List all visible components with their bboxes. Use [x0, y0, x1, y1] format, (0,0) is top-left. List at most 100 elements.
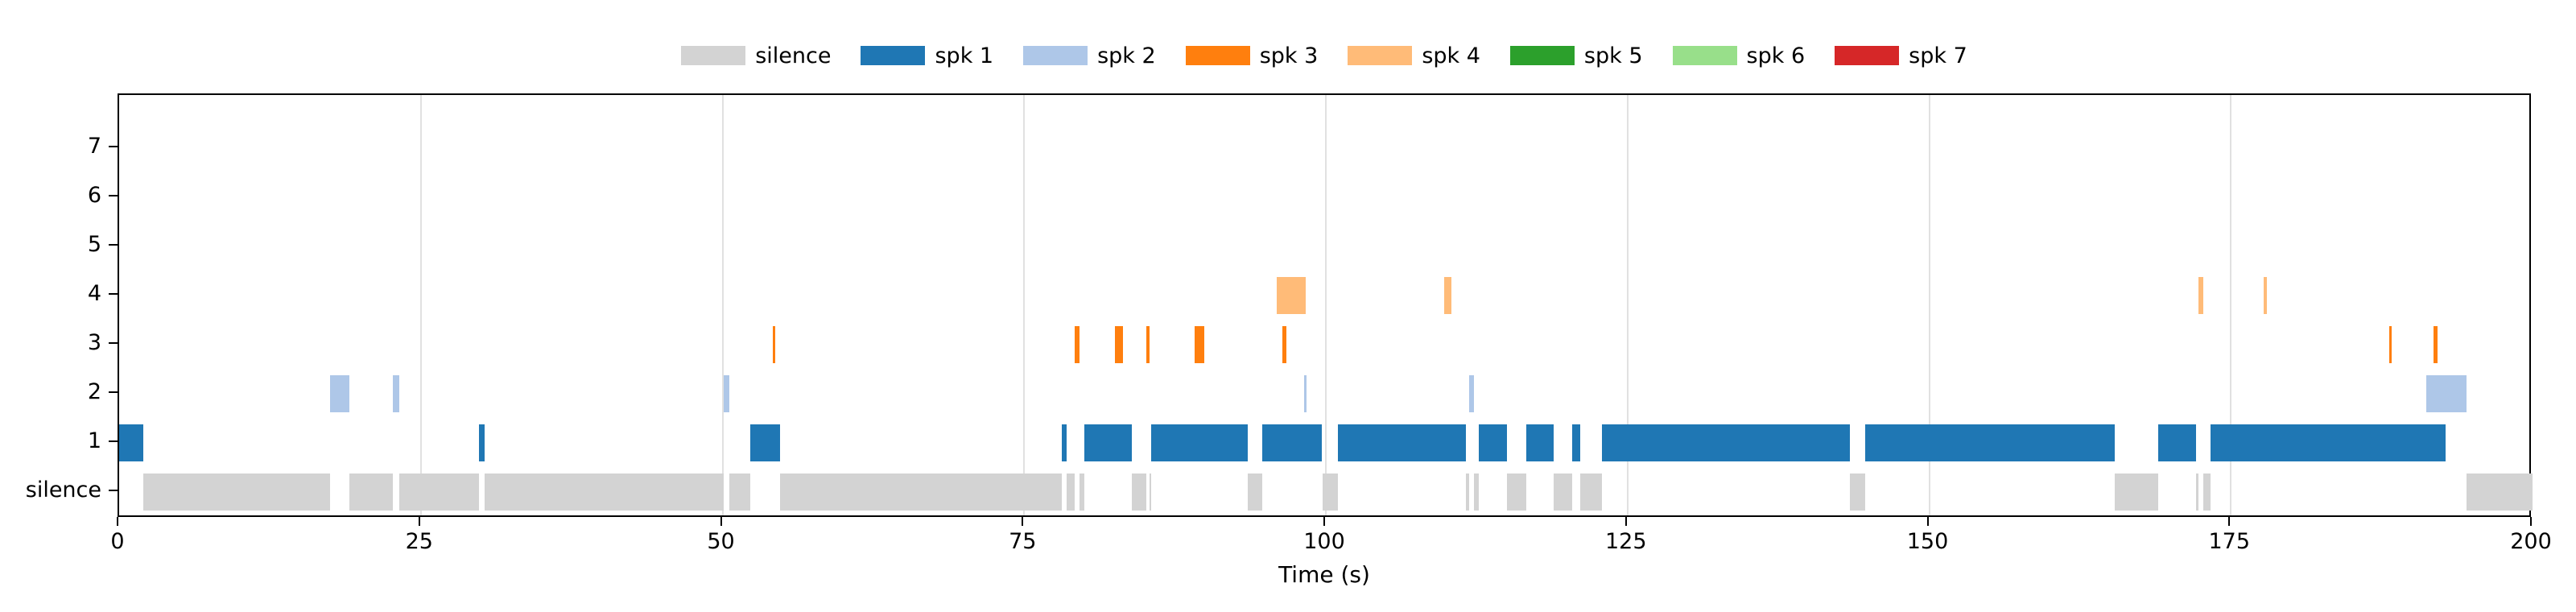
legend-entry: spk 7	[1835, 45, 1967, 67]
gridline	[1023, 95, 1026, 515]
legend-color-swatch	[1835, 46, 1900, 65]
segment-bar-spk-3	[1194, 326, 1204, 363]
segment-bar-silence	[1465, 473, 1470, 511]
segment-bar-spk-3	[1146, 326, 1150, 363]
x-axis-tick-label: 150	[1906, 529, 1949, 554]
segment-bar-spk-3	[1075, 326, 1080, 363]
x-axis-tick-label: 0	[110, 529, 125, 554]
y-axis-tick	[109, 244, 118, 246]
segment-bar-spk-1	[1865, 424, 2116, 461]
x-axis-tick-label: 50	[707, 529, 735, 554]
x-axis-tick	[117, 517, 118, 526]
legend-entry-label: spk 3	[1259, 43, 1319, 68]
x-axis-tick	[418, 517, 420, 526]
gridline	[1626, 95, 1629, 515]
segment-bar-spk-1	[1479, 424, 1507, 461]
segment-bar-silence	[1506, 473, 1526, 511]
segment-bar-silence	[1080, 473, 1085, 511]
segment-bar-silence	[729, 473, 750, 511]
segment-bar-spk-2	[1304, 375, 1307, 412]
legend-entry: silence	[681, 45, 831, 67]
segment-bar-silence	[1474, 473, 1480, 511]
segment-bar-silence	[2466, 473, 2533, 511]
segment-bar-spk-4	[1443, 277, 1451, 314]
segment-bar-silence	[2195, 473, 2198, 511]
legend-entry-label: spk 4	[1422, 43, 1480, 68]
segment-bar-spk-4	[2263, 277, 2268, 314]
x-axis-tick	[1022, 517, 1024, 526]
y-axis-tick	[109, 440, 118, 442]
segment-bar-silence	[1131, 473, 1146, 511]
segment-bar-spk-3	[1114, 326, 1124, 363]
segment-bar-silence	[1580, 473, 1603, 511]
legend: silence spk 1 spk 2 spk 3 spk 4 spk 5 spk 6 spk…	[118, 35, 2531, 76]
x-axis-tick-label: 175	[2208, 529, 2251, 554]
segment-bar-silence	[1247, 473, 1262, 511]
segment-bar-silence	[1150, 473, 1152, 511]
segment-bar-spk-1	[2158, 424, 2196, 461]
segment-bar-spk-2	[393, 375, 399, 412]
x-axis-tick	[1926, 517, 1929, 526]
x-axis-tick	[2530, 517, 2532, 526]
gridline	[1325, 95, 1327, 515]
y-axis-tick	[109, 342, 118, 344]
y-axis-tick-label: 2	[87, 379, 101, 404]
segment-bar-silence	[485, 473, 724, 511]
x-axis-tick-label: 100	[1303, 529, 1345, 554]
segment-bar-spk-1	[1337, 424, 1466, 461]
segment-bar-silence	[2202, 473, 2211, 511]
segment-bar-spk-1	[1571, 424, 1581, 461]
segment-bar-silence	[2115, 473, 2159, 511]
segment-bar-spk-1	[749, 424, 781, 461]
y-axis-tick	[109, 490, 118, 491]
y-axis-tick-label: silence	[25, 478, 101, 502]
segment-bar-spk-2	[723, 375, 730, 412]
segment-bar-silence	[398, 473, 479, 511]
segment-bar-silence	[1322, 473, 1338, 511]
segment-bar-spk-3	[2388, 326, 2392, 363]
legend-entry-label: silence	[755, 43, 832, 68]
segment-bar-spk-2	[330, 375, 350, 412]
legend-entry: spk 5	[1509, 45, 1643, 67]
x-axis-tick-label: 25	[405, 529, 433, 554]
segment-bar-silence	[349, 473, 394, 511]
legend-color-swatch	[1185, 46, 1250, 65]
y-axis-tick	[109, 391, 118, 393]
legend-color-swatch	[1023, 46, 1088, 65]
y-axis-tick	[109, 146, 118, 147]
x-axis-tick	[1624, 517, 1627, 526]
segment-bar-silence	[780, 473, 1062, 511]
x-axis-tick-label: 125	[1604, 529, 1647, 554]
legend-entry-label: spk 6	[1746, 43, 1806, 68]
segment-bar-spk-1	[1602, 424, 1850, 461]
segment-bar-spk-3	[1282, 326, 1286, 363]
legend-entry: spk 4	[1348, 45, 1480, 67]
segment-bar-silence	[1066, 473, 1075, 511]
segment-bar-spk-1	[119, 424, 143, 461]
y-axis-tick-label: 4	[87, 281, 101, 306]
y-axis-tick	[109, 195, 118, 196]
x-axis-tick	[720, 517, 722, 526]
gridline	[1928, 95, 1930, 515]
y-axis-tick-label: 3	[87, 330, 101, 355]
y-axis-tick	[109, 293, 118, 295]
segment-bar-silence	[142, 473, 331, 511]
legend-entry-label: spk 1	[935, 43, 994, 68]
y-axis-tick-label: 7	[87, 134, 101, 159]
legend-entry-label: spk 7	[1909, 43, 1967, 68]
segment-bar-spk-2	[2426, 375, 2467, 412]
y-axis-tick-label: 1	[87, 428, 101, 453]
segment-bar-silence	[1849, 473, 1866, 511]
x-axis-tick	[1323, 517, 1325, 526]
segment-bar-silence	[1554, 473, 1572, 511]
segment-bar-spk-1	[1150, 424, 1248, 461]
segment-bar-spk-1	[1261, 424, 1323, 461]
segment-bar-spk-3	[773, 326, 776, 363]
legend-entry: spk 2	[1023, 45, 1156, 67]
gridline	[721, 95, 724, 515]
legend-color-swatch	[861, 46, 926, 65]
legend-entry-label: spk 2	[1097, 43, 1156, 68]
gridline	[419, 95, 422, 515]
segment-bar-spk-3	[2434, 326, 2438, 363]
